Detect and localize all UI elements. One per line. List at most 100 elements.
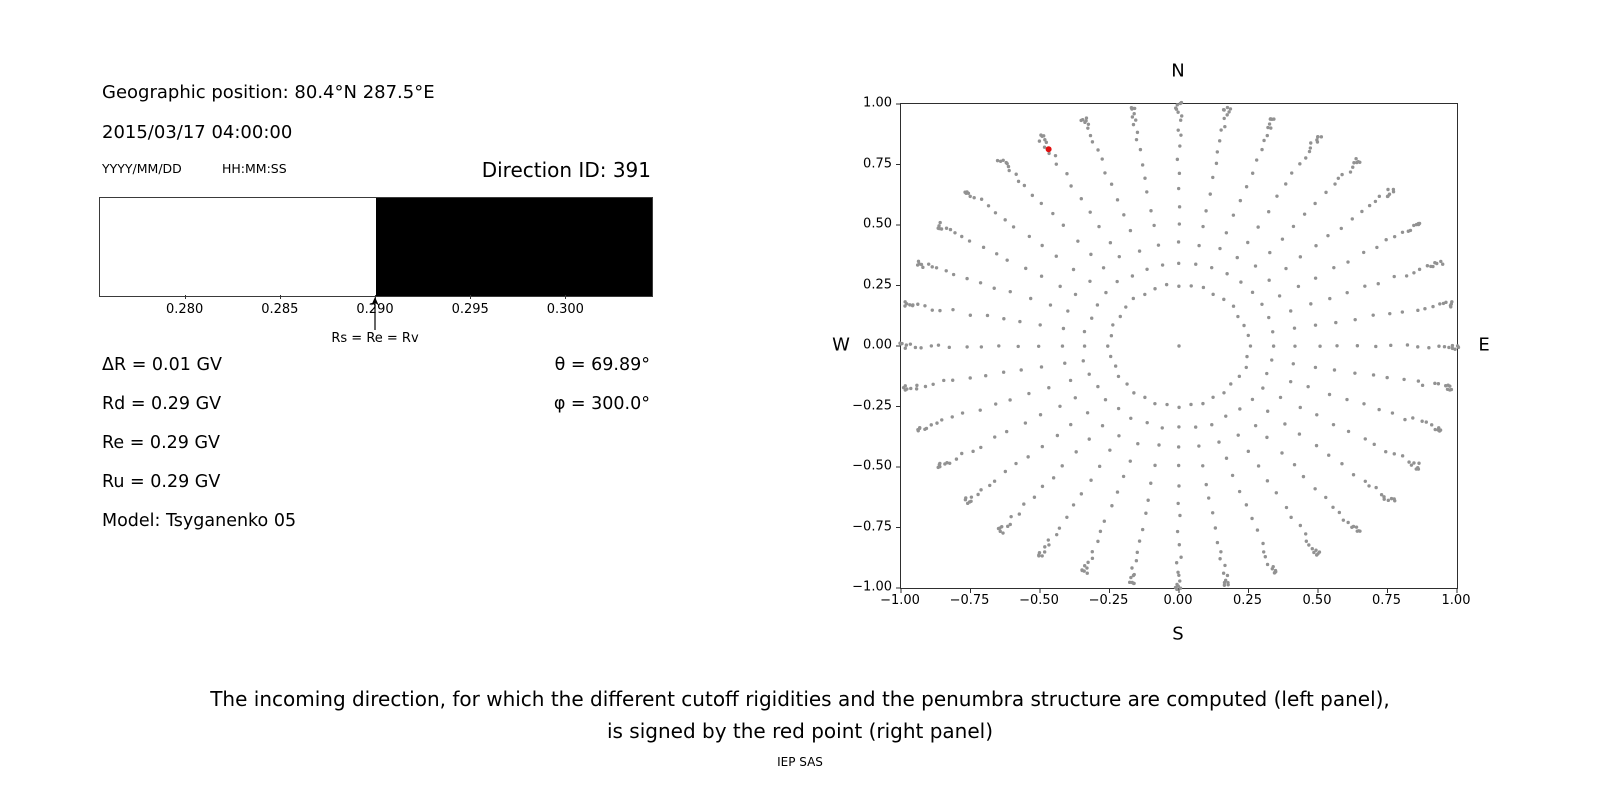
penumbra-marker-label: Rs = Re = Rv xyxy=(331,331,419,346)
direction-dot xyxy=(1346,520,1350,525)
direction-dot xyxy=(1032,495,1037,499)
caption-line-1: The incoming direction, for which the di… xyxy=(210,687,1390,711)
direction-dot xyxy=(1235,255,1239,260)
direction-dot xyxy=(1177,405,1181,410)
direction-dot xyxy=(923,304,927,308)
direction-dot xyxy=(1333,182,1337,186)
direction-dot xyxy=(1260,302,1264,306)
direction-dot xyxy=(1176,445,1181,449)
direction-dot xyxy=(947,345,951,350)
direction-dot xyxy=(1307,543,1311,547)
direction-dot xyxy=(1289,309,1293,313)
direction-dot xyxy=(1011,225,1016,229)
direction-dot xyxy=(916,302,920,306)
direction-dot xyxy=(1222,116,1226,121)
direction-dot xyxy=(1267,122,1272,126)
direction-dot xyxy=(1008,398,1012,402)
direction-dot xyxy=(1218,557,1222,561)
direction-dot xyxy=(1340,172,1344,177)
direction-dot xyxy=(1301,474,1306,479)
direction-dot xyxy=(1307,149,1312,154)
ytick-label: 0.00 xyxy=(863,337,892,353)
direction-dot xyxy=(1226,583,1230,587)
direction-dot xyxy=(929,344,934,348)
direction-dot xyxy=(976,492,980,497)
direction-dot xyxy=(978,281,983,285)
direction-dot xyxy=(1178,118,1183,122)
direction-dot xyxy=(1256,225,1260,229)
direction-dot xyxy=(1145,420,1149,425)
direction-dot xyxy=(1400,454,1405,458)
direction-dot xyxy=(1309,141,1313,145)
direction-dot xyxy=(1362,250,1366,255)
direction-dot xyxy=(1065,172,1069,176)
direction-dot xyxy=(930,308,934,312)
direction-dot xyxy=(1210,511,1215,515)
xtick-label: 0.00 xyxy=(1163,593,1193,608)
direction-dot xyxy=(1030,193,1035,198)
direction-dot xyxy=(1293,344,1297,348)
direction-dot xyxy=(1143,176,1147,180)
direction-dot xyxy=(1222,391,1226,395)
direction-dot xyxy=(1160,263,1165,267)
direction-dot xyxy=(1350,217,1354,221)
direction-dot xyxy=(1229,382,1233,386)
caption-line-2: is signed by the red point (right panel) xyxy=(606,719,994,743)
direction-dot xyxy=(1246,240,1250,245)
direction-dot xyxy=(981,245,986,250)
direction-dot xyxy=(992,479,997,483)
direction-dot xyxy=(1219,128,1223,132)
direction-dot xyxy=(909,386,913,391)
direction-dot xyxy=(1116,374,1121,379)
direction-dot xyxy=(1179,133,1183,137)
direction-scatter xyxy=(896,100,1461,593)
direction-dot xyxy=(1362,402,1366,406)
x-tick-labels: −1.00 −0.75 −0.50 −0.25 0.00 0.25 0.50 0.75 1.00 xyxy=(880,593,1470,611)
direction-dot xyxy=(1215,540,1220,545)
direction-dot xyxy=(1087,437,1091,441)
direction-dot xyxy=(1261,386,1265,390)
direction-dot xyxy=(1214,161,1219,166)
direction-dot xyxy=(929,423,933,427)
direction-dot xyxy=(948,461,952,465)
y-tick-labels: 1.00 0.75 0.50 0.25 0.00 −0.25 −0.50 −0.75 −1.00 xyxy=(826,96,892,595)
xtick-label: 1.00 xyxy=(1441,593,1471,608)
direction-dot xyxy=(1223,563,1227,568)
direction-dot xyxy=(903,300,907,304)
penumbra-tick-mark xyxy=(470,295,472,299)
direction-dot xyxy=(1125,382,1129,386)
direction-dot xyxy=(1379,493,1384,497)
direction-dot xyxy=(1079,118,1083,123)
direction-dot xyxy=(1388,311,1392,316)
direction-dot xyxy=(993,211,998,215)
direction-dot xyxy=(1101,266,1106,270)
direction-dot xyxy=(1130,274,1135,278)
direction-dot xyxy=(1022,502,1026,506)
direction-dot xyxy=(1246,333,1250,338)
direction-map-panel xyxy=(896,100,1461,593)
direction-dot xyxy=(1090,550,1094,554)
direction-dot xyxy=(1149,481,1153,485)
direction-dot xyxy=(965,190,969,194)
direction-dot xyxy=(923,384,928,389)
direction-dot xyxy=(1117,434,1121,438)
direction-dot xyxy=(1277,294,1282,298)
direction-dot xyxy=(1039,201,1044,206)
direction-dot xyxy=(1433,381,1437,386)
direction-dot xyxy=(1177,484,1181,488)
direction-dot xyxy=(1204,209,1208,213)
direction-dot xyxy=(1265,562,1270,567)
direction-dot xyxy=(1238,198,1243,203)
direction-dot xyxy=(1456,345,1461,350)
direction-dot xyxy=(1221,571,1226,575)
direction-dot xyxy=(1355,344,1360,348)
direction-dot xyxy=(935,421,939,425)
direction-dot xyxy=(1194,262,1198,266)
ytick-label: −1.00 xyxy=(852,579,892,595)
direction-dot xyxy=(1302,212,1307,216)
theta-value: θ = 69.89° xyxy=(554,355,650,375)
direction-dot xyxy=(1047,386,1051,390)
direction-dot xyxy=(1143,395,1147,400)
direction-dot xyxy=(1353,317,1357,322)
